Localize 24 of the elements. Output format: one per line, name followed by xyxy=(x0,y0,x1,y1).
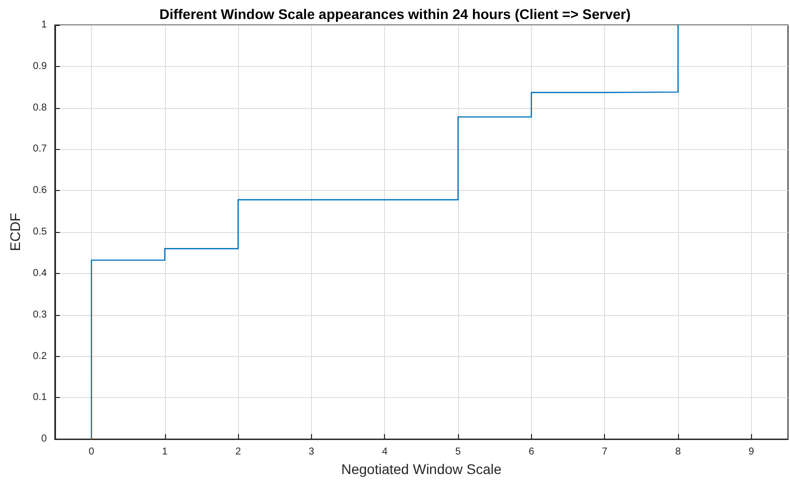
x-tick-label: 7 xyxy=(602,446,608,458)
y-tick-label: 0.2 xyxy=(32,350,48,362)
chart-title: Different Window Scale appearances within 24 hours (Client => Server) xyxy=(159,6,631,22)
x-tick-label: 4 xyxy=(382,446,388,458)
y-tick-label: 0.4 xyxy=(32,268,48,279)
x-tick-label: 8 xyxy=(675,446,682,458)
y-tick-label: 0.1 xyxy=(32,392,48,404)
x-tick-label: 1 xyxy=(162,446,168,458)
y-tick-label: 0.5 xyxy=(32,226,48,238)
y-tick-label: 0 xyxy=(41,434,48,445)
x-tick-label: 3 xyxy=(308,446,315,458)
y-tick-label: 0.9 xyxy=(32,60,48,72)
y-tick-label: 0.6 xyxy=(32,185,48,196)
x-tick-label: 2 xyxy=(235,446,242,458)
x-tick-label: 9 xyxy=(748,446,755,458)
x-tick-label: 0 xyxy=(88,446,95,458)
y-axis-title: ECDF xyxy=(7,212,23,252)
y-tick-label: 0.3 xyxy=(32,309,48,320)
y-tick-label: 0.8 xyxy=(32,102,48,114)
x-tick-label: 6 xyxy=(528,446,535,458)
y-tick-label: 0.7 xyxy=(32,144,48,155)
x-axis-title: Negotiated Window Scale xyxy=(341,461,502,477)
x-tick-label: 5 xyxy=(455,446,462,458)
y-tick-label: 1 xyxy=(41,20,48,30)
